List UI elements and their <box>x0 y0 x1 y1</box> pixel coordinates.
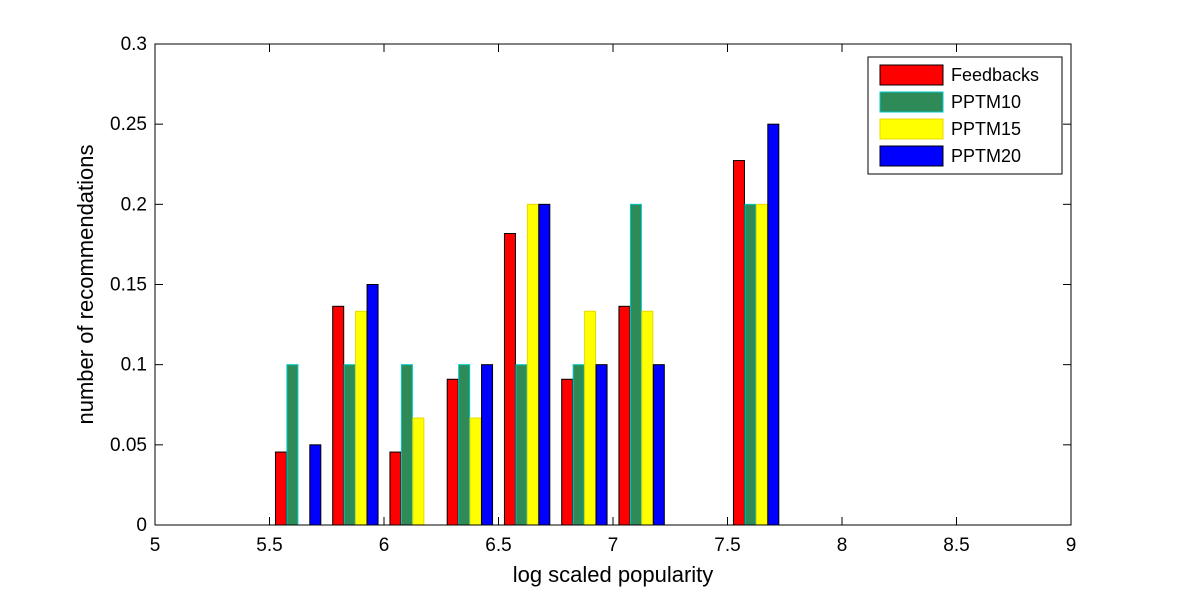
y-tick-label-6: 0.3 <box>121 34 147 55</box>
bar-pptm15-10 <box>755 203 768 526</box>
x-tick-label-1: 5.5 <box>256 535 282 556</box>
bar-pptm15-3 <box>355 310 368 526</box>
bar-pptm10-10 <box>744 203 757 526</box>
bar-pptm20-3 <box>366 284 379 526</box>
bar-pptm20-10 <box>767 123 780 526</box>
y-axis-label: number of recommendations <box>73 144 98 424</box>
bar-pptm15-8 <box>641 310 654 526</box>
x-axis-label: log scaled popularity <box>513 562 714 587</box>
legend-label-pptm15: PPTM15 <box>951 119 1021 139</box>
bar-feedbacks-6 <box>503 233 516 526</box>
bars-layer <box>274 123 780 526</box>
legend-label-pptm10: PPTM10 <box>951 92 1021 112</box>
bar-feedbacks-3 <box>332 305 345 526</box>
bar-pptm20-2 <box>309 444 322 526</box>
bar-pptm20-5 <box>481 364 494 526</box>
legend-label-pptm20: PPTM20 <box>951 146 1021 166</box>
bar-feedbacks-2 <box>274 451 287 526</box>
x-tick-label-5: 7.5 <box>714 535 740 556</box>
y-tick-label-0: 0 <box>136 515 147 536</box>
y-tick-label-3: 0.15 <box>110 275 147 296</box>
bar-pptm10-5 <box>458 364 471 526</box>
bar-pptm15-7 <box>584 310 597 526</box>
legend-label-feedbacks: Feedbacks <box>951 65 1039 85</box>
bar-pptm20-6 <box>538 203 551 526</box>
bar-feedbacks-4 <box>389 451 402 526</box>
bar-feedbacks-7 <box>561 378 574 526</box>
legend-swatch-pptm15 <box>879 118 944 140</box>
bar-pptm10-8 <box>629 203 642 526</box>
y-tick-label-1: 0.05 <box>110 435 147 456</box>
bar-pptm20-8 <box>652 364 665 526</box>
x-tick-label-0: 5 <box>150 535 161 556</box>
bar-pptm10-4 <box>400 364 413 526</box>
legend: Feedbacks PPTM10 PPTM15 PPTM20 <box>867 56 1063 175</box>
bar-pptm10-7 <box>572 364 585 526</box>
bar-pptm10-3 <box>343 364 356 526</box>
bar-pptm15-5 <box>469 417 482 526</box>
y-tick-label-5: 0.25 <box>110 114 147 135</box>
x-tick-label-4: 7 <box>608 535 619 556</box>
x-tick-label-7: 8.5 <box>943 535 969 556</box>
x-tick-label-3: 6.5 <box>485 535 511 556</box>
bar-pptm10-2 <box>286 364 299 526</box>
y-tick-label-2: 0.1 <box>121 355 147 376</box>
bar-feedbacks-5 <box>446 378 459 526</box>
ticks-layer: 5 5.5 6 6.5 7 7.5 8 8.5 9 0 0.05 0.1 0.15 0.2 0.25 0.3 <box>110 34 1076 556</box>
y-tick-label-4: 0.2 <box>121 194 147 215</box>
x-tick-label-8: 9 <box>1066 535 1077 556</box>
bar-pptm20-7 <box>595 364 608 526</box>
bar-pptm15-6 <box>526 203 539 526</box>
bar-feedbacks-8 <box>618 305 631 526</box>
x-tick-label-2: 6 <box>379 535 390 556</box>
bar-feedbacks-10 <box>732 160 745 526</box>
bar-pptm15-4 <box>412 417 425 526</box>
legend-swatch-pptm20 <box>879 145 944 167</box>
legend-swatch-feedbacks <box>879 64 944 86</box>
bar-pptm10-6 <box>515 364 528 526</box>
legend-swatch-pptm10 <box>879 91 944 113</box>
x-tick-label-6: 8 <box>837 535 848 556</box>
